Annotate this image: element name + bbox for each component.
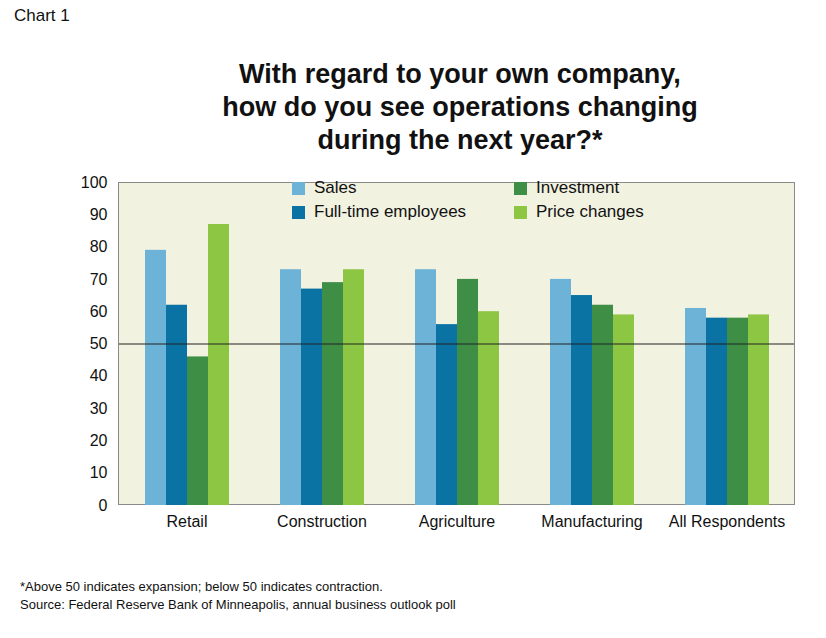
svg-text:70: 70	[90, 271, 108, 288]
html-text:Chart 1: Chart 1	[14, 6, 70, 25]
html-text:Source: Federal Reserve Bank o: Source: Federal Reserve Bank of Minneapo…	[20, 597, 456, 612]
html-text:Full-time employees: Full-time employees	[314, 202, 467, 221]
svg-text:40: 40	[90, 367, 108, 384]
svg-text:100: 100	[81, 174, 108, 191]
svg-text:All Respondents: All Respondents	[669, 513, 786, 530]
svg-text:10: 10	[90, 464, 108, 481]
html-text:With regard to your own compan: With regard to your own company, how do …	[222, 59, 698, 155]
svg-text:20: 20	[90, 432, 108, 449]
svg-text:50: 50	[90, 335, 108, 352]
svg-text:Agriculture: Agriculture	[419, 513, 496, 530]
svg-text:90: 90	[90, 206, 108, 223]
svg-text:30: 30	[90, 400, 108, 417]
svg-text:80: 80	[90, 238, 108, 255]
svg-text:Manufacturing: Manufacturing	[541, 513, 642, 530]
html-text:Investment: Investment	[536, 178, 620, 197]
svg-text:60: 60	[90, 303, 108, 320]
html-text:Sales: Sales	[314, 178, 357, 197]
svg-text:Construction: Construction	[277, 513, 367, 530]
html-text:Price changes: Price changes	[536, 202, 644, 221]
svg-text:Retail: Retail	[167, 513, 208, 530]
svg-text:0: 0	[99, 497, 108, 514]
html-text:*Above 50 indicates expansion;: *Above 50 indicates expansion; below 50 …	[20, 579, 383, 594]
